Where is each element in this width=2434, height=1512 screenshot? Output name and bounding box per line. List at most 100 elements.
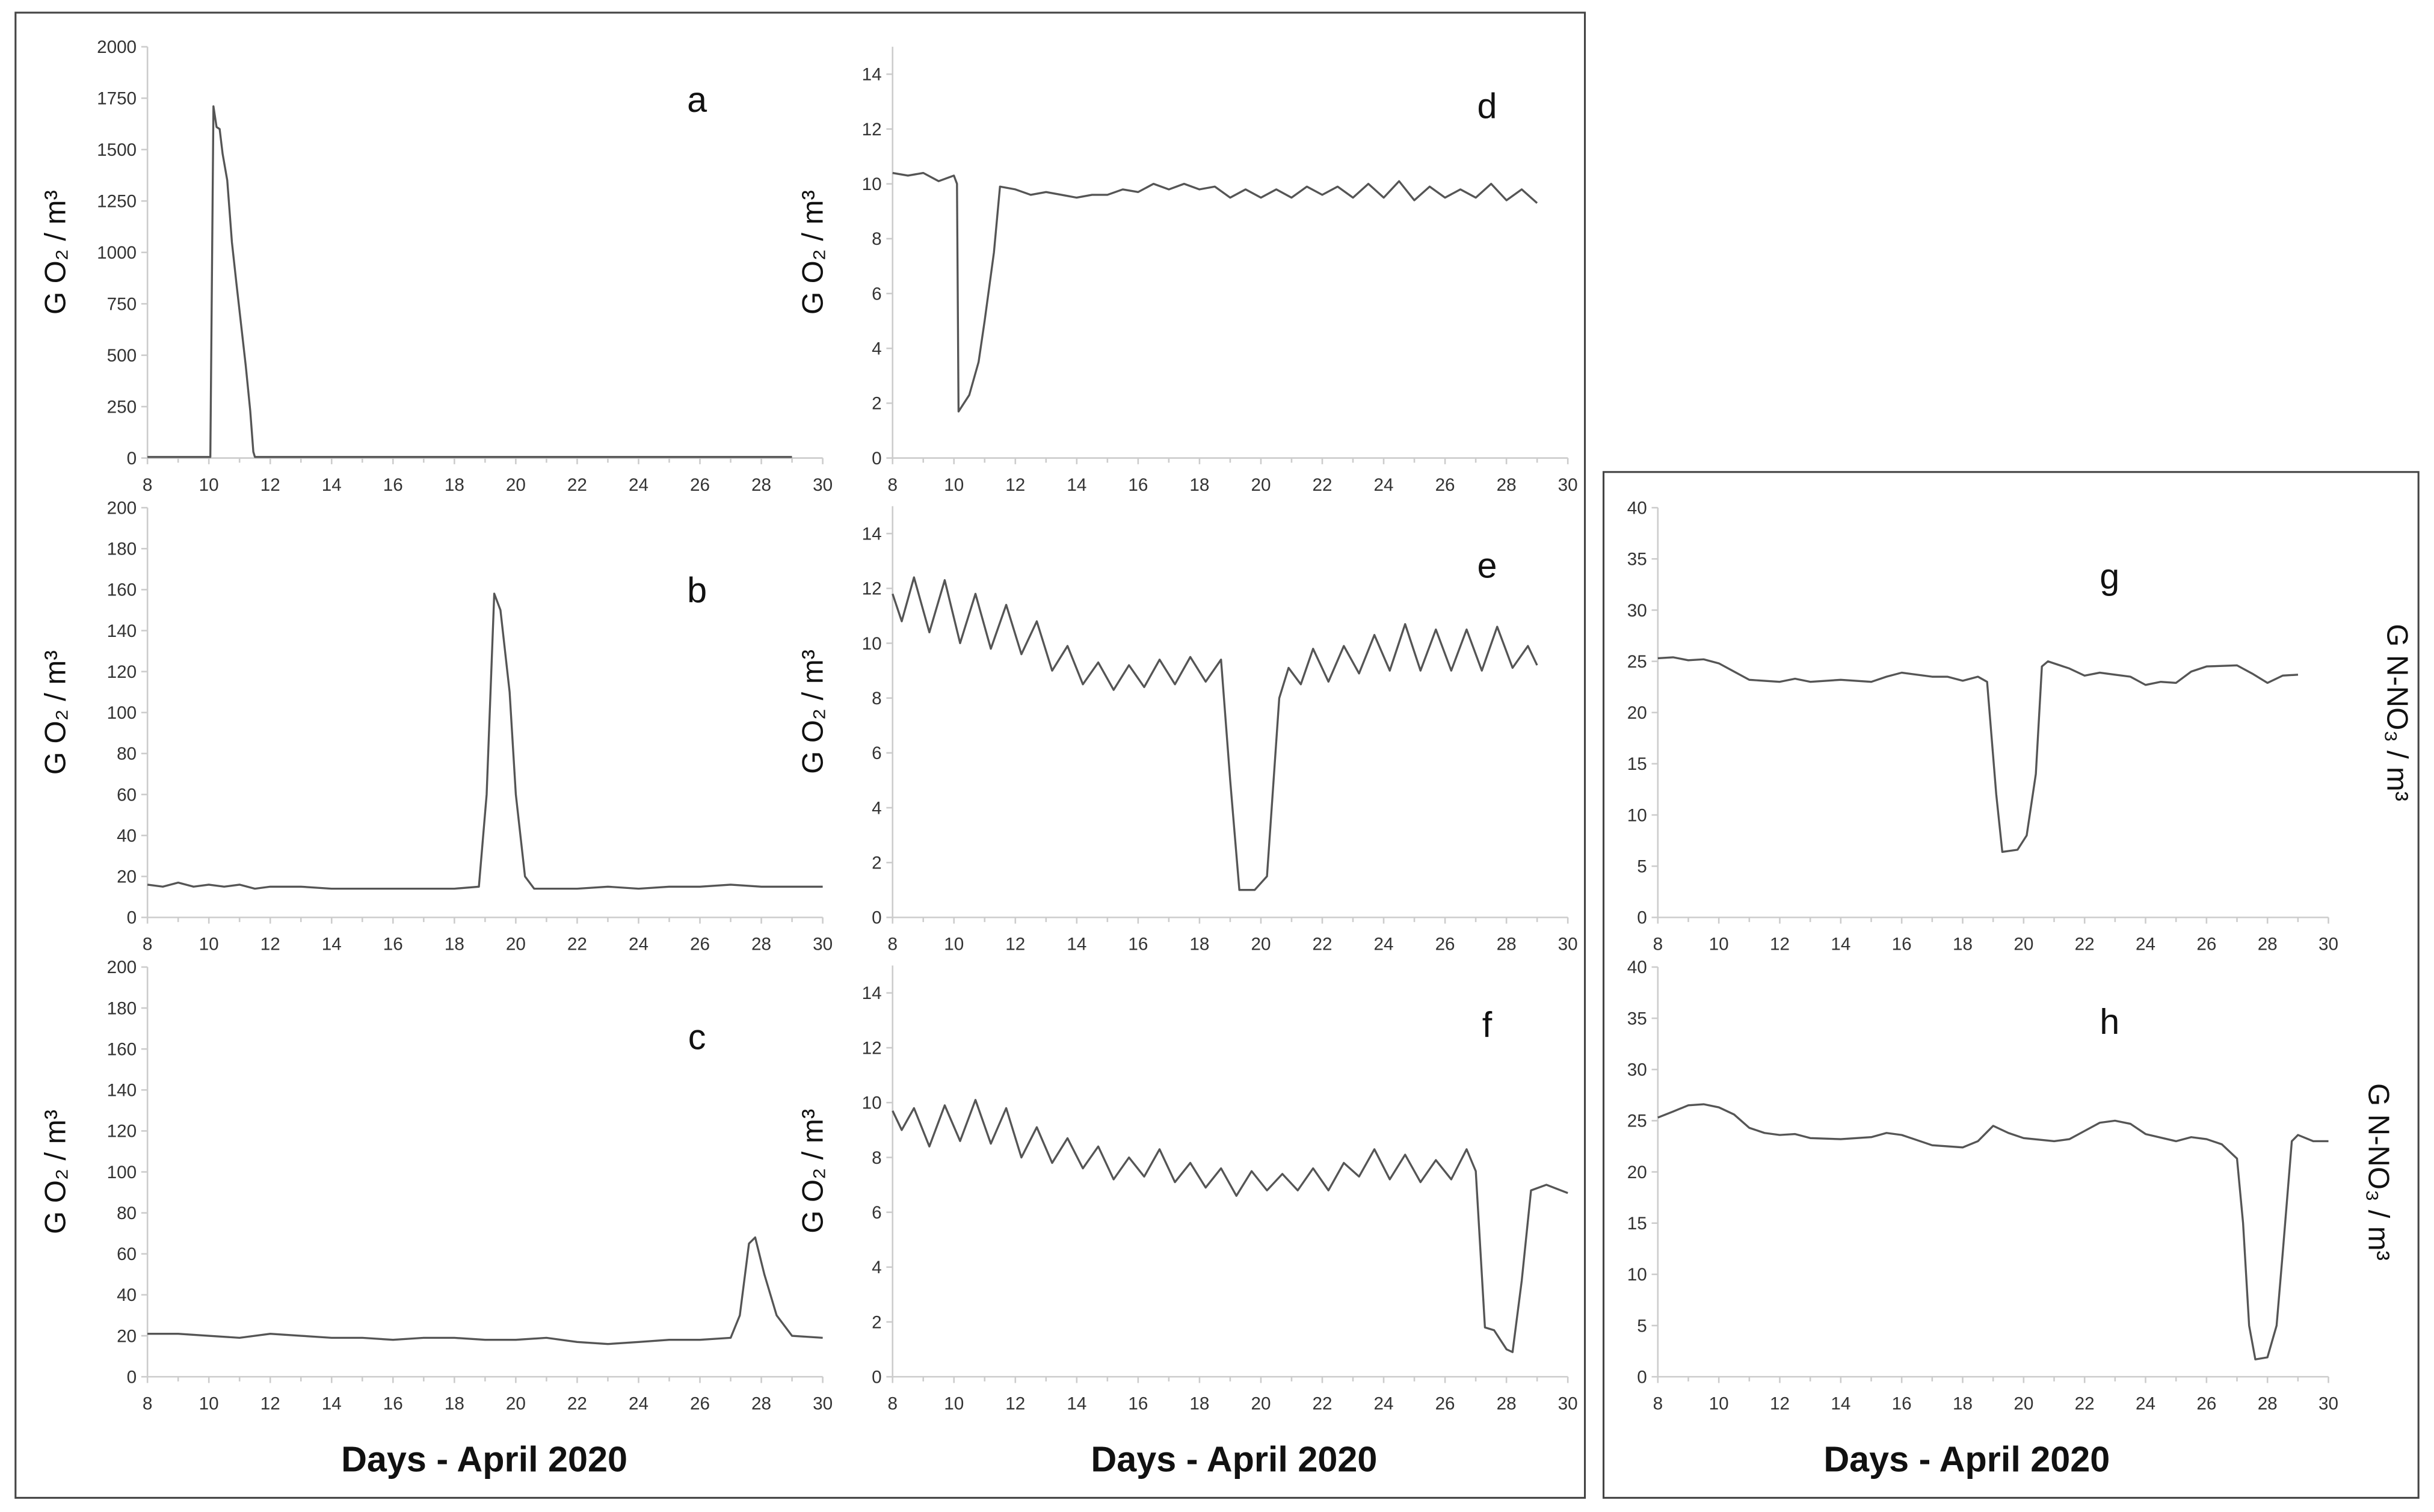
y-tick-label: 4	[872, 339, 882, 359]
y-tick-label: 180	[107, 998, 137, 1018]
x-tick-label: 28	[751, 475, 771, 495]
x-tick-label: 20	[506, 1394, 526, 1413]
x-tick-label: 12	[1005, 1394, 1025, 1413]
y-tick-label: 1750	[97, 89, 137, 109]
x-tick-label: 16	[383, 475, 403, 495]
x-tick-label: 22	[1312, 935, 1332, 954]
x-tick-label: 20	[2013, 1394, 2033, 1413]
x-tick-label: 18	[1953, 935, 1973, 954]
x-tick-label: 16	[1892, 1394, 1912, 1413]
x-tick-label: 26	[1435, 1394, 1455, 1413]
x-tick-label: 14	[322, 935, 342, 954]
x-tick-label: 12	[260, 475, 280, 495]
panel-letter: h	[2100, 1001, 2119, 1042]
y-tick-label: 12	[862, 1038, 882, 1058]
x-tick-label: 10	[944, 1394, 964, 1413]
series-line-e	[892, 576, 1538, 891]
y-tick-label: 160	[107, 580, 137, 600]
x-tick-label: 14	[1067, 475, 1086, 495]
y-tick-label: 10	[1627, 805, 1647, 825]
x-tick-label: 10	[199, 475, 219, 495]
y-tick-label: 0	[1637, 1367, 1647, 1387]
y-tick-label: 0	[872, 1367, 882, 1387]
x-axis-title-right: Days - April 2020	[1823, 1439, 2110, 1480]
x-tick-label: 16	[383, 1394, 403, 1413]
x-tick-label: 10	[199, 1394, 219, 1413]
panel-letter: g	[2100, 556, 2119, 596]
y-axis-label: G O₂ / m³	[39, 650, 72, 775]
x-tick-label: 22	[567, 935, 587, 954]
series-line-c	[147, 1236, 823, 1345]
x-tick-label: 14	[1067, 1394, 1086, 1413]
series-line-h	[1657, 1103, 2329, 1360]
series-line-a	[147, 105, 792, 458]
y-tick-label: 15	[1627, 754, 1647, 774]
y-tick-label: 180	[107, 539, 137, 559]
x-tick-label: 22	[1312, 475, 1332, 495]
x-tick-label: 24	[629, 1394, 649, 1413]
x-tick-label: 30	[1558, 475, 1578, 495]
y-tick-label: 30	[1627, 601, 1647, 621]
panel-h: 8 10 12 14 16 18 20 22 24 26 28 30 0 5 10 15 20 25 30 35 40 h…	[1627, 957, 2395, 1413]
x-tick-label: 30	[813, 1394, 833, 1413]
x-tick-label: 26	[1435, 935, 1455, 954]
y-tick-label: 10	[862, 1093, 882, 1113]
y-tick-label: 5	[1637, 1316, 1647, 1336]
x-tick-label: 30	[1558, 1394, 1578, 1413]
y-tick-label: 0	[1637, 908, 1647, 928]
x-tick-label: 24	[1374, 935, 1394, 954]
y-tick-label: 80	[117, 1203, 137, 1223]
panel-letter: c	[688, 1017, 706, 1057]
x-tick-label: 16	[1128, 935, 1148, 954]
y-tick-label: 80	[117, 744, 137, 764]
x-tick-label: 18	[1953, 1394, 1973, 1413]
panel-letter: e	[1477, 545, 1497, 585]
y-axis-label: G N-NO₃ / m³	[2362, 1083, 2395, 1261]
y-tick-label: 10	[862, 634, 882, 654]
x-tick-label: 14	[1831, 1394, 1850, 1413]
y-axis-label: G O₂ / m³	[797, 190, 830, 315]
panel-a: 8 10 12 14 16 18 20 22 24 26 28 30 0 250 500 750 1000 125…	[39, 37, 833, 495]
x-tick-label: 22	[567, 475, 587, 495]
y-axis-label: G O₂ / m³	[39, 1110, 72, 1234]
y-tick-label: 20	[1627, 703, 1647, 723]
y-tick-label: 6	[872, 284, 882, 304]
y-axis-label: G O₂ / m³	[39, 190, 72, 315]
right-frame	[1602, 471, 2420, 1499]
x-tick-label: 28	[2258, 1394, 2278, 1413]
x-tick-label: 26	[690, 475, 710, 495]
x-tick-label: 26	[2196, 1394, 2216, 1413]
series-line-b	[147, 592, 823, 890]
x-tick-label: 28	[751, 1394, 771, 1413]
left-frame	[14, 11, 1586, 1499]
x-tick-label: 24	[1374, 475, 1394, 495]
x-tick-label: 10	[1709, 1394, 1729, 1413]
y-tick-label: 40	[1627, 957, 1647, 977]
x-tick-label: 30	[813, 935, 833, 954]
y-tick-label: 14	[862, 524, 882, 544]
panel-c: 8 10 12 14 16 18 20 22 24 26 28 30 0 20 40 60 80 100 120 14…	[39, 957, 833, 1413]
x-tick-label: 20	[506, 475, 526, 495]
panel-letter: a	[687, 79, 707, 120]
y-tick-label: 750	[107, 294, 137, 314]
x-tick-label: 28	[1497, 475, 1517, 495]
x-tick-label: 10	[944, 935, 964, 954]
y-tick-label: 6	[872, 1203, 882, 1223]
x-tick-label: 18	[1189, 935, 1209, 954]
y-tick-label: 2	[872, 1312, 882, 1332]
x-tick-label: 16	[383, 935, 403, 954]
y-tick-label: 12	[862, 579, 882, 599]
x-tick-label: 18	[445, 1394, 464, 1413]
y-tick-label: 120	[107, 662, 137, 682]
x-tick-label: 8	[887, 475, 898, 495]
y-tick-label: 60	[117, 785, 137, 805]
x-tick-label: 20	[1251, 475, 1271, 495]
x-tick-label: 8	[143, 1394, 153, 1413]
x-tick-label: 22	[2075, 935, 2095, 954]
x-tick-label: 16	[1128, 475, 1148, 495]
x-tick-label: 20	[1251, 1394, 1271, 1413]
x-tick-label: 26	[690, 935, 710, 954]
y-tick-label: 0	[127, 1367, 137, 1387]
x-tick-label: 8	[1653, 935, 1663, 954]
